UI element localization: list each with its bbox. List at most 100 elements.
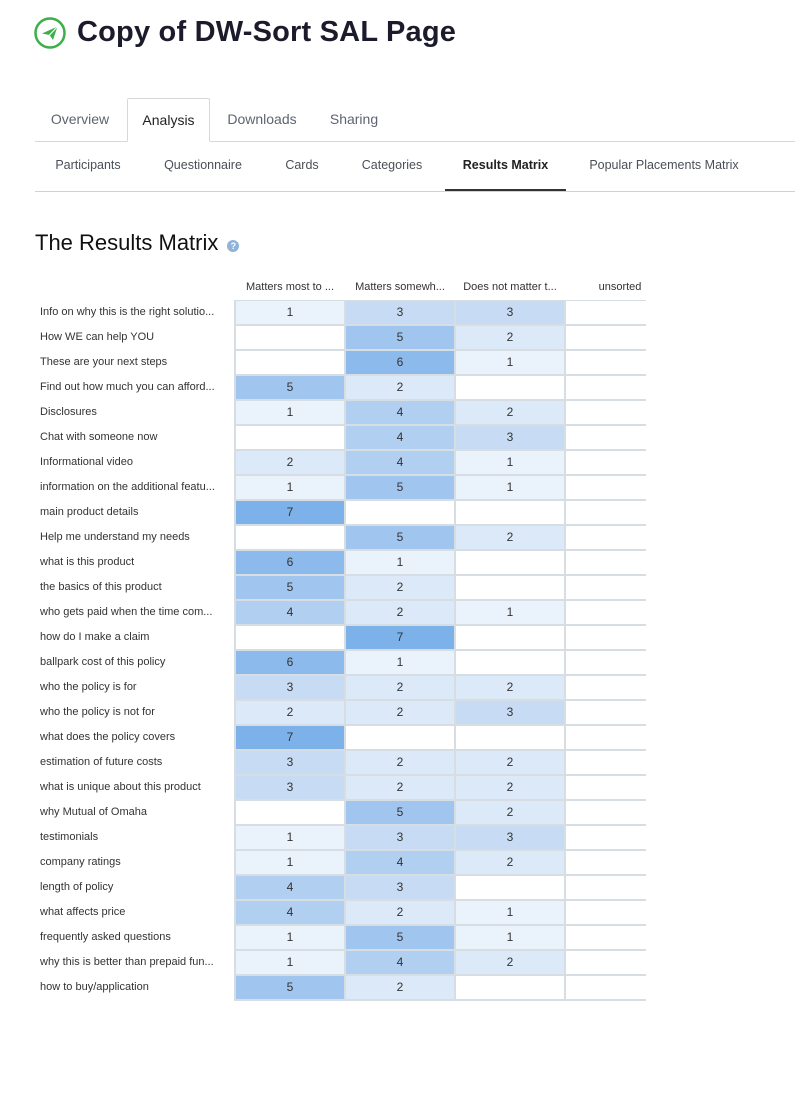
matrix-cell	[456, 376, 564, 399]
matrix-cell	[236, 351, 344, 374]
matrix-cell	[566, 551, 674, 574]
matrix-row-label: who the policy is not for	[40, 706, 155, 718]
matrix-cell: 1	[456, 451, 564, 474]
main-tabs: Overview Analysis Downloads Sharing	[35, 98, 795, 142]
matrix-cell: 1	[236, 951, 344, 974]
column-header-does-not-matter: Does not matter t...	[463, 281, 557, 293]
matrix-cell: 5	[236, 976, 344, 999]
matrix-cell: 1	[236, 826, 344, 849]
matrix-cell	[566, 501, 674, 524]
matrix-cell: 5	[346, 326, 454, 349]
matrix-cell: 4	[236, 601, 344, 624]
matrix-cell: 2	[456, 851, 564, 874]
matrix-cell: 3	[236, 676, 344, 699]
matrix-cell	[456, 626, 564, 649]
help-icon[interactable]: ?	[227, 240, 240, 252]
matrix-cell	[456, 726, 564, 749]
tab-analysis[interactable]: Analysis	[127, 98, 210, 142]
matrix-row-label: why this is better than prepaid fun...	[40, 956, 214, 968]
matrix-cell	[236, 326, 344, 349]
matrix-cell: 4	[346, 401, 454, 424]
matrix-cell: 5	[346, 476, 454, 499]
column-header-unsorted: unsorted	[598, 281, 642, 293]
subtab-participants[interactable]: Participants	[55, 158, 121, 172]
matrix-cell: 1	[346, 651, 454, 674]
matrix-cell: 3	[456, 301, 564, 324]
matrix-row-label: who the policy is for	[40, 681, 137, 693]
subtab-questionnaire[interactable]: Questionnaire	[164, 158, 242, 172]
matrix-cell: 7	[346, 626, 454, 649]
matrix-cell	[566, 976, 674, 999]
matrix-cell: 3	[456, 701, 564, 724]
matrix-cell: 1	[236, 301, 344, 324]
matrix-row-label: what is this product	[40, 556, 135, 568]
matrix-row-label: Help me understand my needs	[40, 531, 190, 543]
matrix-cell: 5	[346, 526, 454, 549]
matrix-cell: 3	[236, 776, 344, 799]
matrix-row-label: how to buy/application	[40, 981, 149, 993]
matrix-cell: 1	[456, 351, 564, 374]
matrix-cell	[566, 351, 674, 374]
matrix-cell	[566, 651, 674, 674]
matrix-cell: 4	[346, 851, 454, 874]
matrix-cell: 2	[346, 751, 454, 774]
matrix-cell	[456, 651, 564, 674]
matrix-cell: 2	[346, 576, 454, 599]
matrix-cell	[566, 376, 674, 399]
matrix-row-label: main product details	[40, 506, 139, 518]
matrix-cell	[566, 826, 674, 849]
matrix-cell: 5	[236, 376, 344, 399]
subtab-categories[interactable]: Categories	[361, 158, 423, 172]
matrix-cell	[566, 951, 674, 974]
matrix-cell: 6	[236, 551, 344, 574]
matrix-cell	[566, 626, 674, 649]
matrix-cell	[456, 976, 564, 999]
matrix-cell	[566, 801, 674, 824]
matrix-cell	[566, 476, 674, 499]
matrix-cell	[456, 551, 564, 574]
matrix-cell: 2	[456, 526, 564, 549]
matrix-cell	[566, 401, 674, 424]
matrix-cell	[346, 726, 454, 749]
matrix-cell: 1	[456, 901, 564, 924]
matrix-cell: 4	[236, 876, 344, 899]
matrix-row-label: the basics of this product	[40, 581, 162, 593]
matrix-cell: 5	[236, 576, 344, 599]
tab-overview[interactable]: Overview	[50, 111, 110, 127]
matrix-cell: 1	[236, 401, 344, 424]
matrix-cell: 1	[456, 601, 564, 624]
matrix-cell: 2	[456, 326, 564, 349]
matrix-cell	[566, 301, 674, 324]
matrix-cell	[566, 526, 674, 549]
matrix-row-label: what affects price	[40, 906, 126, 918]
matrix-cell: 1	[236, 476, 344, 499]
matrix-cell: 7	[236, 501, 344, 524]
analysis-subtabs: Participants Questionnaire Cards Categor…	[35, 141, 795, 192]
matrix-cell: 2	[456, 676, 564, 699]
matrix-row-label: ballpark cost of this policy	[40, 656, 166, 668]
matrix-row-label: length of policy	[40, 881, 114, 893]
matrix-row-label: what is unique about this product	[40, 781, 201, 793]
subtab-cards[interactable]: Cards	[285, 158, 319, 172]
section-title: The Results Matrix ?	[35, 230, 240, 256]
matrix-cell	[566, 601, 674, 624]
matrix-cell: 4	[346, 951, 454, 974]
matrix-cell: 2	[456, 751, 564, 774]
matrix-cell: 5	[346, 926, 454, 949]
tab-downloads[interactable]: Downloads	[227, 111, 297, 127]
matrix-row-label: Chat with someone now	[40, 431, 158, 443]
matrix-cell: 2	[346, 901, 454, 924]
matrix-cell	[236, 626, 344, 649]
matrix-row-label: Disclosures	[40, 406, 97, 418]
subtab-popular-placements-matrix[interactable]: Popular Placements Matrix	[589, 158, 739, 172]
matrix-cell	[566, 751, 674, 774]
matrix-row-label: frequently asked questions	[40, 931, 171, 943]
matrix-cell	[236, 801, 344, 824]
matrix-row-labels: Info on why this is the right solutio...…	[40, 300, 232, 1000]
tab-sharing[interactable]: Sharing	[329, 111, 379, 127]
matrix-row-label: Find out how much you can afford...	[40, 381, 215, 393]
matrix-cell: 3	[346, 826, 454, 849]
subtab-results-matrix[interactable]: Results Matrix	[445, 141, 566, 191]
column-header-matters-most: Matters most to ...	[245, 281, 335, 293]
